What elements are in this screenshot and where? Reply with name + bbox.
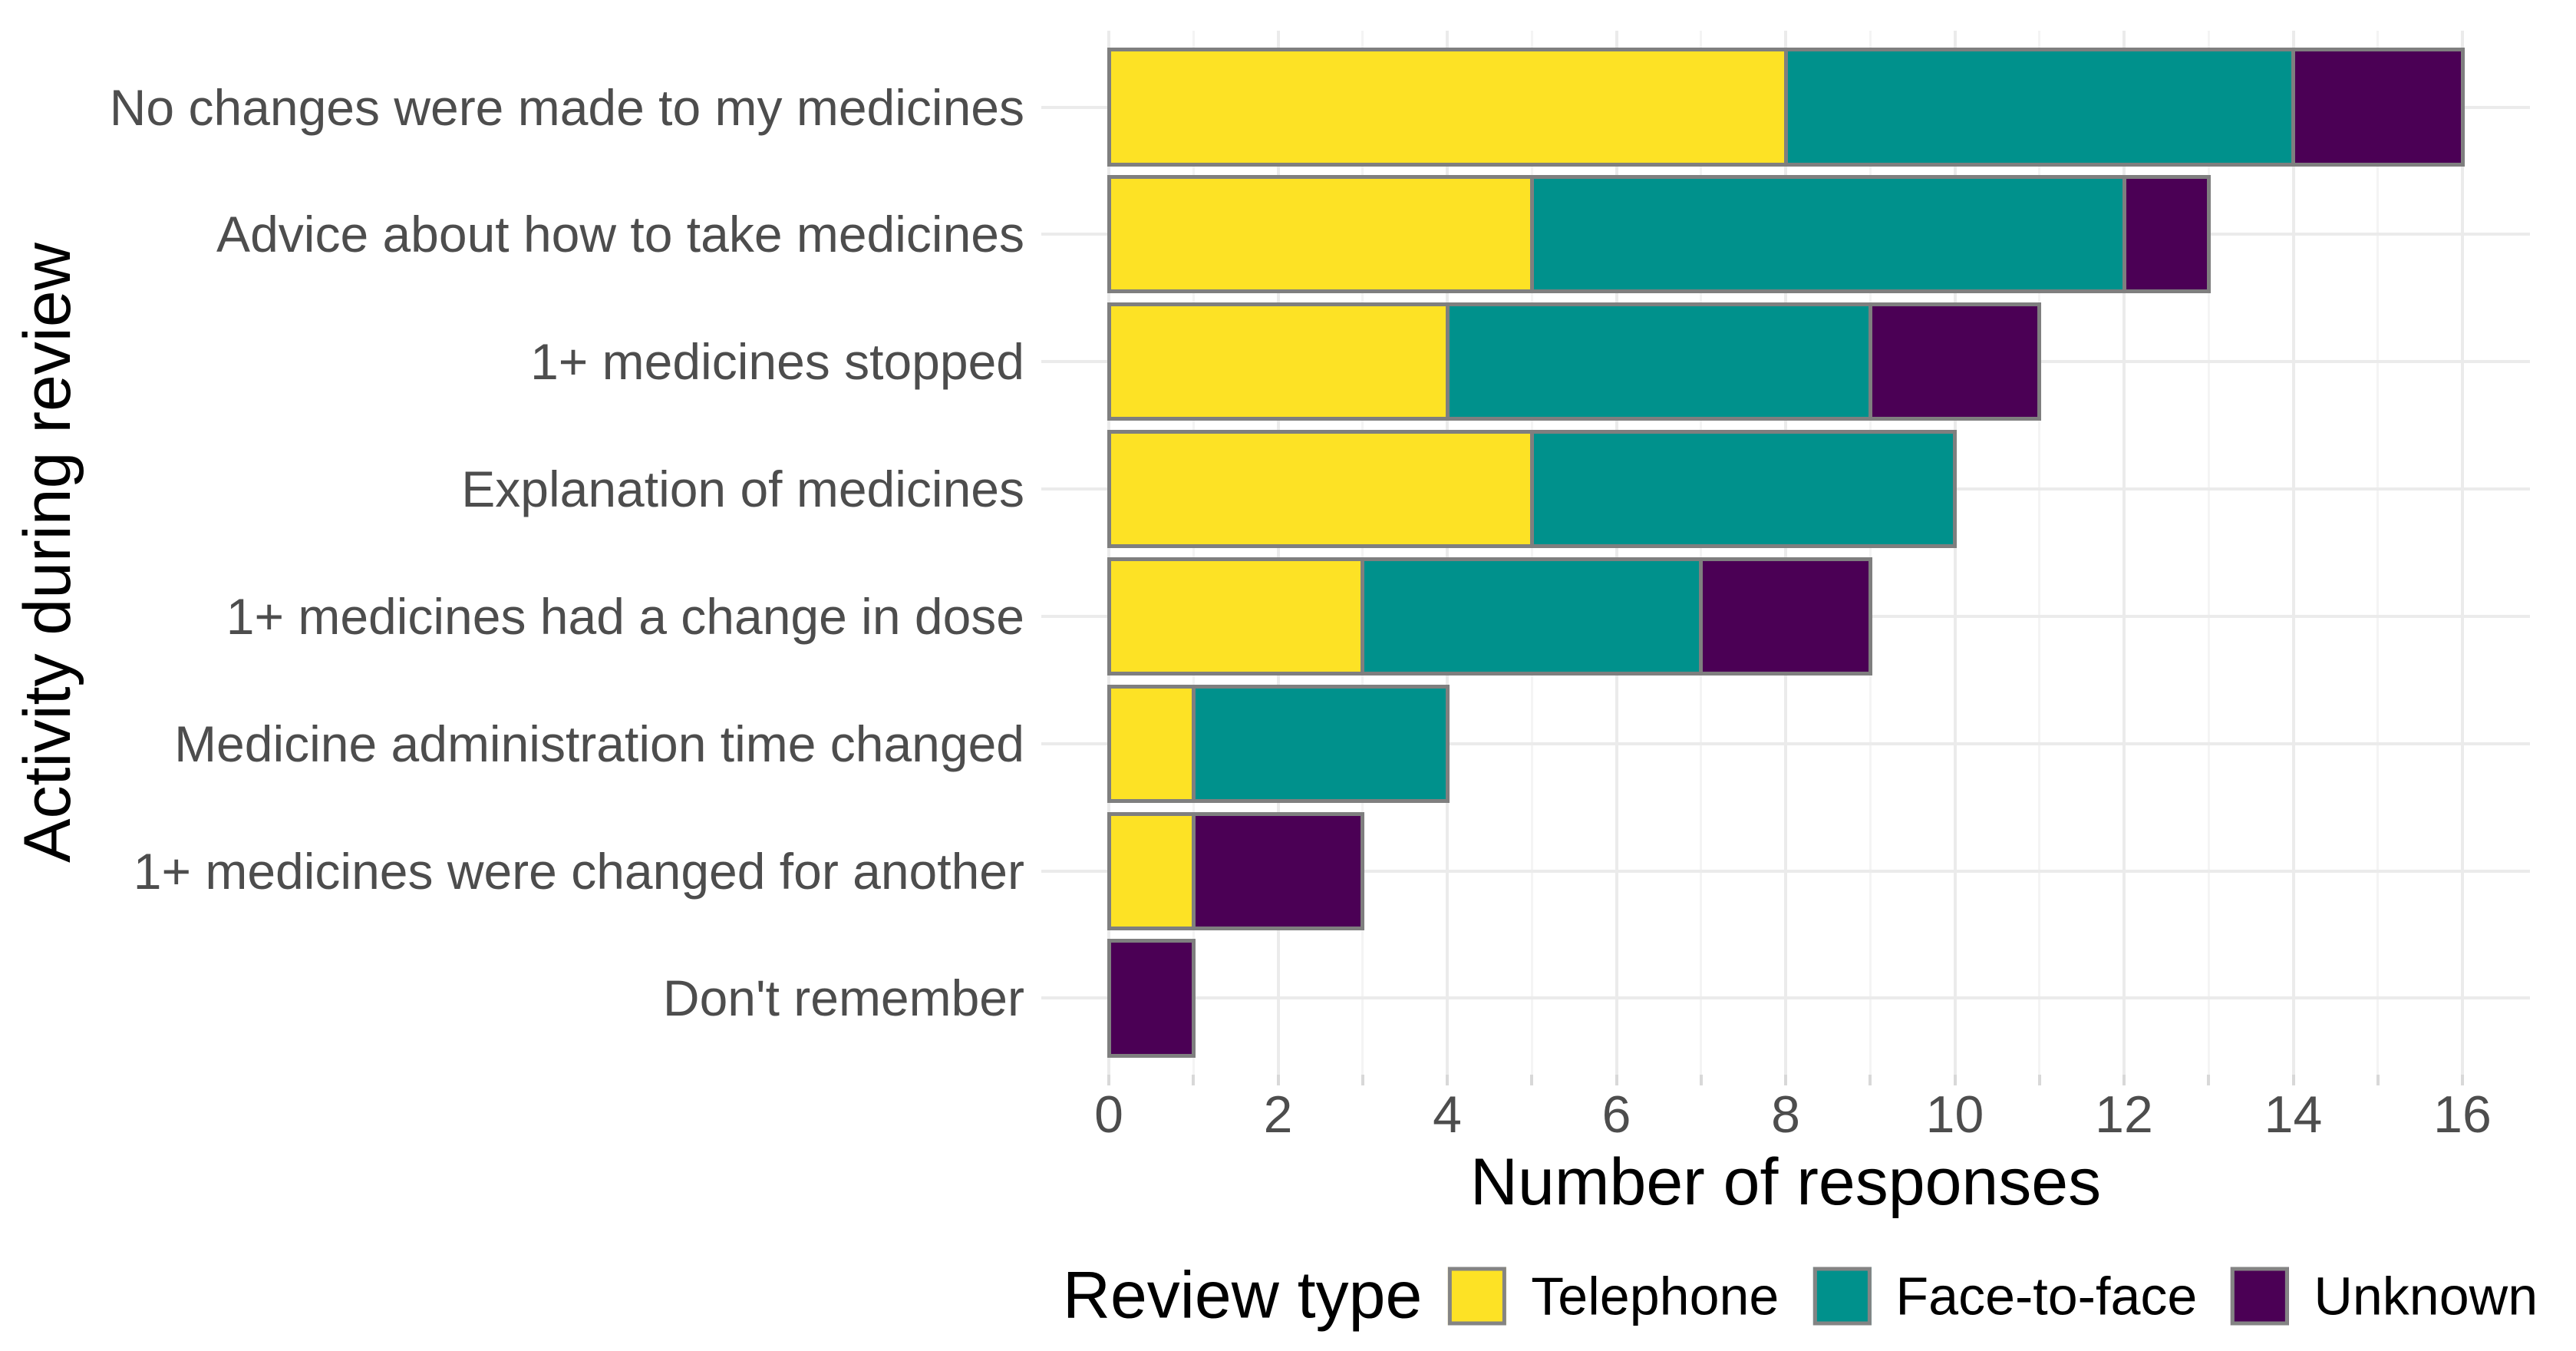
x-tick-mark (1446, 1075, 1449, 1085)
gridline-major-x (1953, 31, 1957, 1075)
bar-segment (1191, 811, 1365, 930)
legend-swatch (1448, 1267, 1507, 1325)
x-tick-mark (1869, 1075, 1872, 1085)
bar-segment (2122, 175, 2211, 294)
bar-segment (1107, 684, 1196, 803)
bar-segment (1107, 48, 1788, 167)
gridline-minor-x (1192, 31, 1195, 1075)
bar-segment (1107, 175, 1534, 294)
x-tick-label: 8 (1771, 1085, 1800, 1144)
gridline-minor-x (2376, 31, 2380, 1075)
x-tick-mark (2376, 1075, 2380, 1085)
bar-segment (1107, 429, 1534, 549)
legend-swatch (1812, 1267, 1872, 1325)
gridline-major-y (1041, 742, 2530, 745)
y-axis-label: No changes were made to my medicines (109, 78, 1024, 136)
x-tick-mark (1699, 1075, 1703, 1085)
y-axis-label: Explanation of medicines (461, 461, 1024, 518)
x-tick-mark (2291, 1075, 2295, 1085)
y-axis-label: Don't remember (662, 969, 1024, 1027)
x-tick-mark (1615, 1075, 1618, 1085)
y-axis-label: 1+ medicines stopped (530, 333, 1024, 391)
gridline-major-x (2461, 31, 2464, 1075)
gridline-major-y (1041, 869, 2530, 873)
legend-item-unknown: Unknown (2231, 1265, 2538, 1326)
legend-label: Telephone (1531, 1266, 1779, 1326)
gridline-minor-x (1530, 31, 1533, 1075)
gridline-major-x (1107, 31, 1110, 1075)
x-tick-label: 16 (2433, 1085, 2492, 1144)
gridline-minor-x (1361, 31, 1364, 1075)
gridline-minor-x (2038, 31, 2041, 1075)
x-tick-label: 10 (1925, 1085, 1984, 1144)
y-axis-label: Advice about how to take medicines (216, 206, 1024, 263)
gridline-minor-x (1869, 31, 1872, 1075)
bar-segment (1107, 557, 1365, 676)
bar-segment (2291, 48, 2465, 167)
x-tick-label: 14 (2264, 1085, 2323, 1144)
bar-segment (1445, 302, 1872, 421)
bar-segment (1868, 302, 2042, 421)
gridline-major-x (2122, 31, 2126, 1075)
bar-segment (1361, 557, 1704, 676)
x-tick-mark (1192, 1075, 1196, 1085)
x-tick-mark (1953, 1075, 1957, 1085)
x-tick-label: 6 (1601, 1085, 1631, 1144)
gridline-major-x (1784, 31, 1787, 1075)
x-tick-mark (1276, 1075, 1280, 1085)
gridline-major-y (1041, 996, 2530, 1000)
x-tick-label: 12 (2095, 1085, 2153, 1144)
gridline-minor-x (1700, 31, 1703, 1075)
y-axis-label: Medicine administration time changed (174, 715, 1024, 772)
legend-item-face-to-face: Face-to-face (1812, 1265, 2197, 1326)
x-tick-mark (1530, 1075, 1534, 1085)
bar-segment (1107, 302, 1450, 421)
gridline-major-x (1615, 31, 1618, 1075)
bar-segment (1699, 557, 1872, 676)
bar-segment (1529, 175, 2126, 294)
x-tick-mark (2207, 1075, 2211, 1085)
x-tick-mark (2461, 1075, 2464, 1085)
x-axis-title: Number of responses (1469, 1145, 2102, 1219)
legend-label: Face-to-face (1895, 1266, 2198, 1326)
legend-label: Unknown (2314, 1266, 2538, 1326)
x-tick-mark (1361, 1075, 1364, 1085)
x-tick-mark (2037, 1075, 2041, 1085)
x-tick-mark (1107, 1075, 1110, 1085)
plot-panel (1041, 31, 2530, 1075)
bar-segment (1529, 429, 1957, 549)
x-tick-label: 0 (1094, 1085, 1123, 1144)
legend-title: Review type (1062, 1258, 1423, 1333)
gridline-minor-x (2207, 31, 2210, 1075)
x-tick-label: 2 (1263, 1085, 1293, 1144)
gridline-major-x (1276, 31, 1280, 1075)
legend: Review type Telephone Face-to-face Unknown (1063, 1258, 2538, 1334)
x-tick-mark (2122, 1075, 2126, 1085)
legend-swatch (2231, 1267, 2290, 1325)
x-tick-label: 4 (1433, 1085, 1462, 1144)
gridline-major-x (1446, 31, 1449, 1075)
legend-item-telephone: Telephone (1448, 1265, 1779, 1326)
bar-segment (1783, 48, 2295, 167)
bar-segment (1191, 684, 1450, 803)
y-axis-label: 1+ medicines had a change in dose (226, 587, 1024, 645)
bar-segment (1107, 939, 1196, 1058)
bar-segment (1107, 811, 1196, 930)
gridline-major-x (2291, 31, 2295, 1075)
x-tick-mark (1784, 1075, 1787, 1085)
y-axis-label: 1+ medicines were changed for another (133, 842, 1024, 900)
